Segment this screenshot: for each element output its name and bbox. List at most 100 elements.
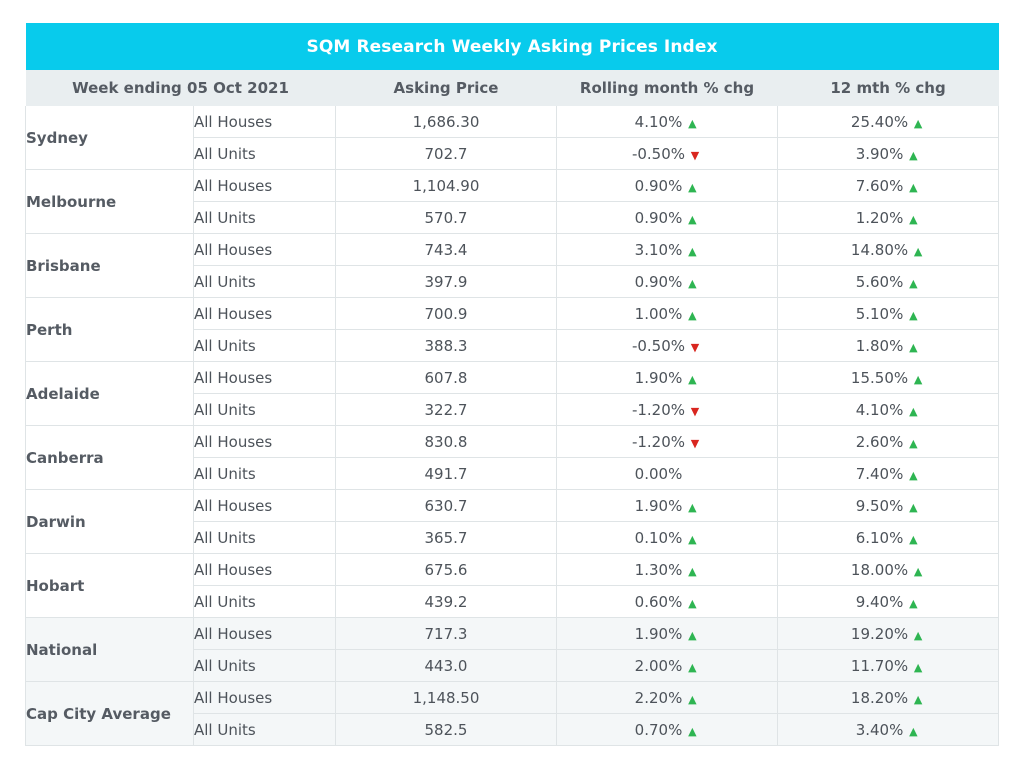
12-month-change-cell: 3.40% ▲ <box>776 713 1000 746</box>
down-arrow-icon: ▼ <box>690 340 700 354</box>
rolling-month-change-cell: -0.50% ▼ <box>556 329 778 362</box>
up-arrow-icon: ▲ <box>913 660 923 674</box>
table-row: All Units 365.7 0.10% ▲ 6.10% ▲ <box>26 521 1000 554</box>
12-month-change-cell: 9.50% ▲ <box>776 489 1000 522</box>
property-type-cell: All Houses <box>193 106 336 138</box>
change-value: 1.90% <box>634 496 683 515</box>
table-row: Melbourne All Houses 1,104.90 0.90% ▲ 7.60% ▲ <box>25 169 1000 234</box>
column-header-asking-price: Asking Price <box>335 70 557 106</box>
up-arrow-icon: ▲ <box>688 244 697 258</box>
property-type-cell: All Houses <box>193 361 336 394</box>
table-row: All Units 582.5 0.70% ▲ 3.40% ▲ <box>26 713 1000 746</box>
12-month-change-cell: 5.10% ▲ <box>776 297 1000 330</box>
change-value: -0.50% <box>631 144 686 163</box>
change-value: 25.40% <box>850 112 909 131</box>
asking-price-cell: 570.7 <box>335 201 557 234</box>
change-value: -1.20% <box>631 400 686 419</box>
property-type-cell: All Units <box>193 649 336 682</box>
rolling-month-change-cell: -1.20% ▼ <box>556 393 778 426</box>
asking-price-cell: 582.5 <box>335 713 557 746</box>
table-row: Canberra All Houses 830.8 -1.20% ▼ 2.60% ▲ <box>25 425 1000 490</box>
up-arrow-icon: ▲ <box>688 596 697 610</box>
asking-price-cell: 702.7 <box>335 137 557 170</box>
12-month-change-cell: 1.20% ▲ <box>776 201 1000 234</box>
rolling-month-change-cell: 0.90% ▲ <box>556 265 778 298</box>
rolling-month-change-cell: 0.10% ▲ <box>556 521 778 554</box>
up-arrow-icon: ▲ <box>913 692 923 706</box>
property-type-cell: All Houses <box>193 425 336 458</box>
rolling-month-change-cell: 1.90% ▲ <box>556 617 778 650</box>
property-type-cell: All Houses <box>193 681 336 714</box>
asking-price-cell: 830.8 <box>335 425 557 458</box>
property-type-cell: All Units <box>193 585 336 618</box>
change-value: 5.60% <box>855 272 904 291</box>
rolling-month-change-cell: 0.90% ▲ <box>556 201 778 234</box>
column-header-week: Week ending 05 Oct 2021 <box>25 70 336 106</box>
down-arrow-icon: ▼ <box>690 148 700 162</box>
up-arrow-icon: ▲ <box>909 212 918 226</box>
property-type-cell: All Units <box>193 521 336 554</box>
rolling-month-change-cell: 0.00%▲ <box>556 457 778 490</box>
change-value: 0.90% <box>634 272 683 291</box>
change-value: 15.50% <box>850 368 909 387</box>
asking-price-cell: 443.0 <box>335 649 557 682</box>
change-value: 0.90% <box>634 176 683 195</box>
change-value: -1.20% <box>631 432 686 451</box>
property-type-cell: All Units <box>193 265 336 298</box>
city-cell: Darwin <box>25 489 194 554</box>
up-arrow-icon: ▲ <box>909 404 918 418</box>
up-arrow-icon: ▲ <box>688 532 697 546</box>
up-arrow-icon: ▲ <box>909 308 918 322</box>
12-month-change-cell: 9.40% ▲ <box>776 585 1000 618</box>
12-month-change-cell: 6.10% ▲ <box>776 521 1000 554</box>
change-value: 5.10% <box>855 304 904 323</box>
change-value: 7.40% <box>855 464 904 483</box>
change-value: 18.20% <box>850 688 909 707</box>
change-value: 0.90% <box>634 208 683 227</box>
12-month-change-cell: 15.50% ▲ <box>776 361 1000 394</box>
property-type-cell: All Houses <box>193 233 336 266</box>
down-arrow-icon: ▼ <box>690 404 700 418</box>
asking-price-cell: 365.7 <box>335 521 557 554</box>
up-arrow-icon: ▲ <box>688 116 697 130</box>
change-value: 1.90% <box>634 624 683 643</box>
table-row: All Units 322.7 -1.20% ▼ 4.10% ▲ <box>26 393 1000 426</box>
12-month-change-cell: 4.10% ▲ <box>776 393 1000 426</box>
change-value: 9.50% <box>855 496 904 515</box>
table-row: All Units 702.7 -0.50% ▼ 3.90% ▲ <box>26 137 1000 170</box>
asking-prices-table: SQM Research Weekly Asking Prices Index … <box>25 23 1000 746</box>
rolling-month-change-cell: 1.30% ▲ <box>556 553 778 586</box>
asking-price-cell: 397.9 <box>335 265 557 298</box>
down-arrow-icon: ▼ <box>690 436 700 450</box>
up-arrow-icon: ▲ <box>688 628 697 642</box>
12-month-change-cell: 2.60% ▲ <box>776 425 1000 458</box>
asking-price-cell: 388.3 <box>335 329 557 362</box>
change-value: 0.00% <box>634 464 683 483</box>
city-cell: Canberra <box>25 425 194 490</box>
up-arrow-icon: ▲ <box>913 372 923 386</box>
12-month-change-cell: 14.80% ▲ <box>776 233 1000 266</box>
city-cell: Melbourne <box>25 169 194 234</box>
change-value: 6.10% <box>855 528 904 547</box>
up-arrow-icon: ▲ <box>909 436 918 450</box>
change-value: 14.80% <box>850 240 909 259</box>
table-row: All Units 439.2 0.60% ▲ 9.40% ▲ <box>26 585 1000 618</box>
table-row: Darwin All Houses 630.7 1.90% ▲ 9.50% ▲ <box>25 489 1000 554</box>
rolling-month-change-cell: 0.70% ▲ <box>556 713 778 746</box>
table-title: SQM Research Weekly Asking Prices Index <box>25 23 999 70</box>
table-row: All Units 388.3 -0.50% ▼ 1.80% ▲ <box>26 329 1000 362</box>
12-month-change-cell: 7.60% ▲ <box>776 169 1000 202</box>
change-value: 0.70% <box>634 720 683 739</box>
12-month-change-cell: 18.20% ▲ <box>776 681 1000 714</box>
property-type-cell: All Units <box>193 329 336 362</box>
property-type-cell: All Houses <box>193 297 336 330</box>
table-row: Sydney All Houses 1,686.30 4.10% ▲ 25.40% ▲ <box>25 106 1000 170</box>
table-row: All Units 570.7 0.90% ▲ 1.20% ▲ <box>26 201 1000 234</box>
table-row: All Units 443.0 2.00% ▲ 11.70% ▲ <box>26 649 1000 682</box>
table-row: Perth All Houses 700.9 1.00% ▲ 5.10% ▲ <box>25 297 1000 362</box>
rolling-month-change-cell: 1.90% ▲ <box>556 361 778 394</box>
property-type-cell: All Units <box>193 457 336 490</box>
up-arrow-icon: ▲ <box>688 276 697 290</box>
12-month-change-cell: 7.40% ▲ <box>776 457 1000 490</box>
